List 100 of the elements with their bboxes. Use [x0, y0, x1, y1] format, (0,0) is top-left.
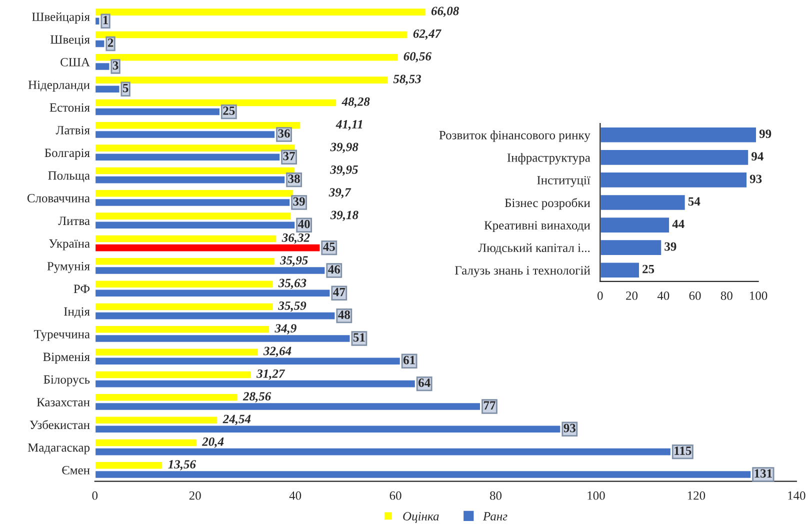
x-tick-label: 0 [92, 491, 98, 500]
data-label: 44 [672, 220, 684, 228]
data-label: 5 [122, 84, 128, 92]
data-label: 34,9 [274, 324, 296, 334]
data-label: 35,63 [278, 278, 306, 290]
bar [600, 148, 750, 166]
data-label: 39,7 [328, 188, 352, 198]
y-tick-label: Литва [58, 216, 90, 226]
bar [600, 171, 748, 189]
data-label: 3 [112, 61, 118, 70]
y-tick-label: Креативні винаходи [484, 221, 590, 232]
data-label: 20,4 [202, 437, 224, 448]
data-label: 35,59 [278, 301, 306, 312]
bar [600, 194, 686, 212]
data-label: 58,53 [393, 74, 421, 86]
data-label: 36 [278, 129, 290, 138]
x-tick-label: 0 [597, 291, 603, 300]
data-label: 77 [484, 401, 496, 410]
y-tick-label: Інфраструктура [507, 153, 590, 164]
y-tick-label: Бізнес розробки [504, 198, 590, 210]
data-label: 40 [298, 220, 310, 228]
x-tick-label: 140 [788, 491, 806, 500]
data-label: 38 [288, 174, 300, 183]
bar [600, 261, 640, 279]
legend-label: Оцінка [403, 512, 439, 523]
x-tick-label: 20 [189, 491, 201, 500]
bar [600, 126, 758, 144]
y-tick-label: Казахстан [36, 398, 90, 406]
legend-label: Ранг [482, 512, 508, 520]
data-label: 93 [564, 424, 576, 432]
data-label: 39 [664, 242, 676, 251]
y-tick-label: Україна [49, 239, 90, 250]
data-label: 28,56 [242, 392, 272, 402]
y-tick-label: Мадагаскар [28, 443, 90, 454]
y-tick-label: Швейцарія [32, 12, 90, 24]
data-label: 61 [403, 356, 415, 364]
y-tick-label: Узбекистан [30, 420, 90, 430]
data-label: 48 [338, 310, 350, 319]
data-label: 47 [333, 288, 346, 296]
data-label: 39 [293, 197, 305, 206]
y-tick-label: Вірменія [43, 352, 90, 364]
data-label: 41,11 [336, 120, 362, 130]
y-tick-label: Розвиток фінансового ринку [439, 130, 590, 142]
y-tick-label: Швеція [50, 35, 90, 46]
x-tick-label: 100 [588, 491, 605, 500]
y-tick-label: Індія [64, 307, 90, 318]
data-label: 93 [750, 174, 762, 184]
x-tick-label: 100 [750, 291, 768, 300]
x-tick-label: 80 [720, 291, 732, 300]
x-tick-label: 60 [689, 291, 701, 300]
x-tick-label: 40 [657, 291, 670, 300]
y-tick-label: Ємен [62, 466, 90, 474]
data-label: 94 [752, 152, 764, 161]
data-label: 54 [688, 197, 700, 206]
y-tick-label: Румунія [47, 262, 90, 273]
data-label: 25 [642, 264, 654, 274]
y-tick-label: Польща [48, 171, 90, 182]
bar [600, 216, 670, 234]
x-tick-label: 120 [688, 491, 706, 500]
data-label: 131 [754, 469, 772, 478]
y-tick-label: Білорусь [44, 375, 90, 386]
bar [600, 238, 663, 256]
y-tick-label: РФ [74, 284, 90, 293]
y-tick-label: Латвія [56, 126, 90, 134]
y-tick-label: Болгарія [44, 148, 90, 160]
x-tick-label: 80 [490, 491, 502, 500]
y-tick-label: Туреччина [34, 330, 90, 341]
data-label: 1 [103, 16, 108, 24]
data-label: 99 [759, 130, 772, 138]
data-label: 13,56 [168, 460, 196, 470]
data-label: 39,18 [330, 210, 358, 222]
data-label: 39,98 [330, 142, 358, 154]
data-label: 60,56 [404, 52, 432, 62]
data-label: 51 [353, 333, 365, 342]
data-label: 31,27 [256, 369, 286, 380]
y-tick-label: Галузь знань і технологій [455, 266, 590, 278]
data-label: 25 [223, 106, 235, 115]
data-label: 36,32 [282, 233, 310, 244]
y-tick-label: Людський капітал і... [478, 243, 590, 254]
y-tick-label: Естонія [50, 103, 90, 112]
data-label: 48,28 [342, 97, 370, 108]
y-tick-label: Нідерланди [28, 80, 90, 92]
y-tick-label: США [60, 58, 90, 66]
x-tick-label: 20 [626, 291, 638, 300]
data-label: 37 [283, 152, 295, 160]
data-label: 115 [674, 446, 692, 455]
data-label: 45 [323, 242, 335, 251]
data-label: 24,54 [222, 414, 251, 426]
data-label: 39,95 [330, 165, 358, 176]
y-tick-label: Інституції [537, 176, 590, 187]
x-tick-label: 60 [390, 491, 402, 500]
data-label: 32,64 [263, 346, 292, 358]
data-label: 2 [108, 38, 114, 47]
data-label: 62,47 [413, 29, 442, 40]
x-tick-label: 40 [289, 491, 302, 500]
data-label: 64 [418, 378, 430, 387]
data-label: 66,08 [431, 6, 459, 17]
y-tick-label: Словаччина [27, 194, 90, 202]
data-label: 46 [328, 265, 340, 274]
data-label: 35,95 [280, 256, 308, 266]
